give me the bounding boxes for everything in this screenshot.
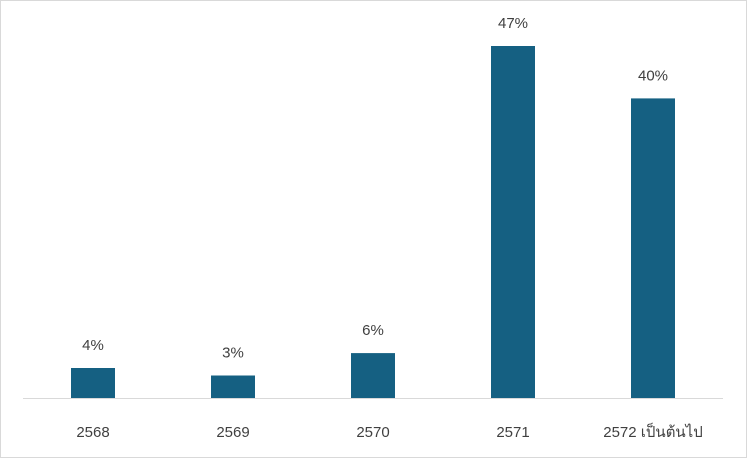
- x-tick-label-2572: 2572 เป็นต้นไป: [603, 422, 703, 441]
- data-label-2570: 6%: [362, 322, 384, 339]
- bar-2568: [71, 368, 115, 398]
- data-label-2571: 47%: [498, 15, 528, 32]
- data-label-2572: 40%: [638, 67, 668, 84]
- x-tick-label-2570: 2570: [356, 424, 389, 441]
- x-tick-label-2568: 2568: [76, 424, 109, 441]
- data-label-2569: 3%: [222, 345, 244, 362]
- bar-2572: [631, 98, 675, 399]
- bar-2569: [211, 375, 255, 398]
- bar-2570: [351, 353, 395, 398]
- x-tick-label-2569: 2569: [216, 424, 249, 441]
- data-label-2568: 4%: [82, 337, 104, 354]
- bar-2571: [491, 46, 535, 398]
- x-tick-label-2571: 2571: [496, 424, 529, 441]
